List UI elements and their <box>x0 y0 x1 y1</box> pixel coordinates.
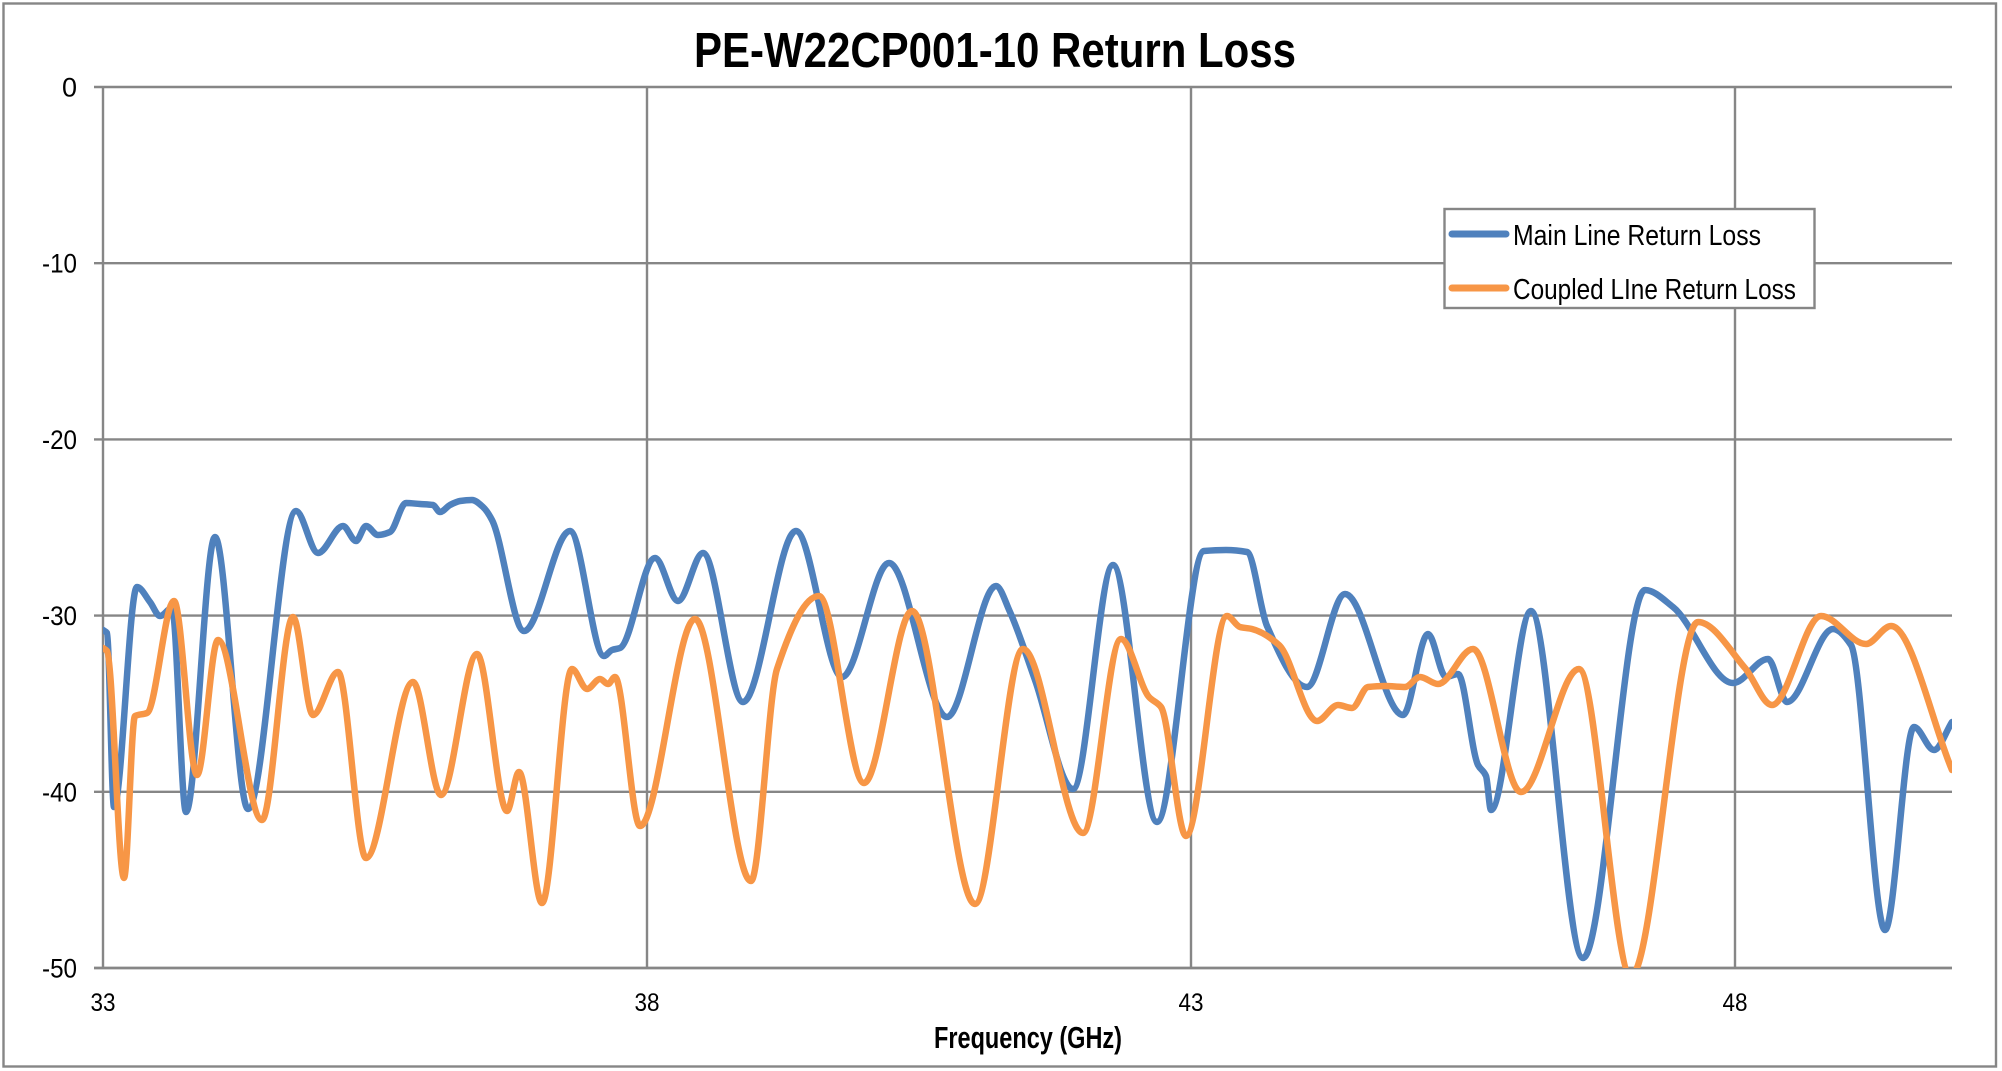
svg-text:-20: -20 <box>42 425 77 455</box>
svg-text:38: 38 <box>635 989 660 1017</box>
svg-text:33: 33 <box>91 989 116 1017</box>
svg-text:-40: -40 <box>42 777 77 807</box>
svg-text:-10: -10 <box>42 249 77 279</box>
svg-text:Coupled LIne Return Loss: Coupled LIne Return Loss <box>1513 274 1796 306</box>
svg-text:48: 48 <box>1723 989 1748 1017</box>
svg-text:PE-W22CP001-10 Return Loss: PE-W22CP001-10 Return Loss <box>694 24 1296 78</box>
svg-text:0: 0 <box>62 73 77 103</box>
svg-text:Main Line Return Loss: Main Line Return Loss <box>1513 220 1761 252</box>
svg-text:-50: -50 <box>42 954 77 984</box>
svg-text:-30: -30 <box>42 601 77 631</box>
svg-text:Frequency (GHz): Frequency (GHz) <box>934 1020 1122 1055</box>
svg-text:43: 43 <box>1179 989 1204 1017</box>
